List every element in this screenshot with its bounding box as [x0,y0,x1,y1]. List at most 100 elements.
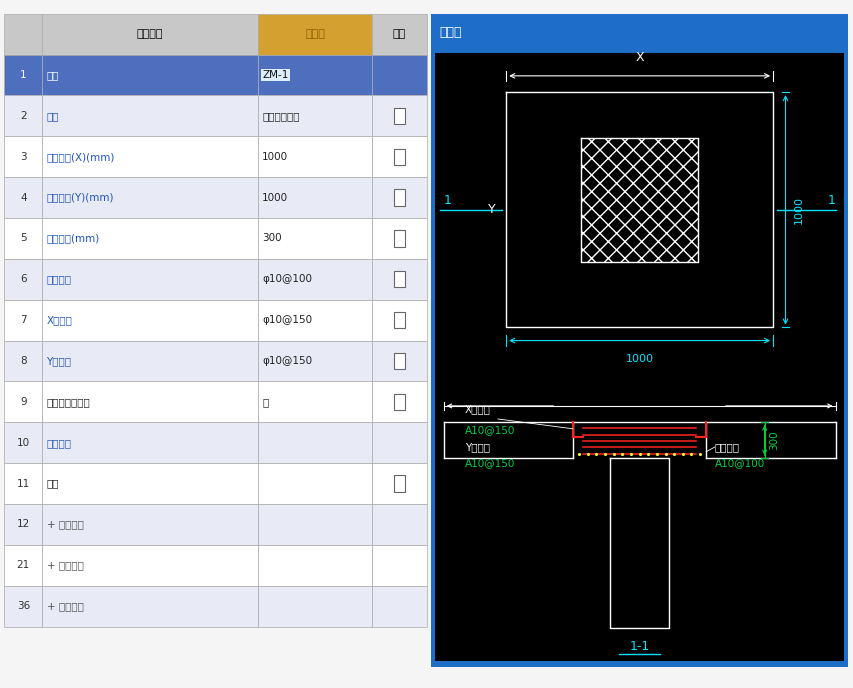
Text: 1000: 1000 [262,152,288,162]
Bar [372,14,426,54]
Bar [4,463,43,504]
Bar [43,341,258,381]
Bar [4,300,43,341]
Text: ZM-1: ZM-1 [262,70,288,80]
Text: 1: 1 [444,193,451,206]
Text: 12: 12 [17,519,30,529]
Bar [258,545,372,585]
Text: X向纵筋: X向纵筋 [46,315,73,325]
Text: 6: 6 [20,275,26,284]
Bar [394,312,404,328]
Bar [43,96,258,136]
Text: 备注: 备注 [46,479,59,488]
Text: Y向纵筋: Y向纵筋 [464,442,489,452]
Bar [258,259,372,300]
Text: + 其它属性: + 其它属性 [46,519,84,529]
Text: A10@150: A10@150 [464,425,514,436]
Text: 1-1: 1-1 [629,640,649,653]
Bar [372,259,426,300]
Bar [372,463,426,504]
Text: 3: 3 [20,152,26,162]
Bar [43,177,258,218]
Bar [372,136,426,177]
Bar [43,259,258,300]
Bar [372,177,426,218]
Bar [372,54,426,96]
Bar [258,96,372,136]
Bar [258,300,372,341]
Bar [372,422,426,463]
Bar [4,259,43,300]
Bar [431,14,847,50]
Bar [258,504,372,545]
Text: 柱帽截长(X)(mm): 柱帽截长(X)(mm) [46,152,115,162]
Text: 1: 1 [20,70,26,80]
Bar [4,96,43,136]
Text: 类型: 类型 [46,111,59,121]
Text: 1000: 1000 [625,354,653,364]
Text: 属性值: 属性值 [305,29,324,39]
Bar [4,381,43,422]
Text: 参数图: 参数图 [439,25,461,39]
Text: 属性名称: 属性名称 [136,29,163,39]
Text: 21: 21 [17,560,30,570]
Text: 名称: 名称 [46,70,59,80]
Text: 水平箍筋: 水平箍筋 [46,275,72,284]
Bar [43,218,258,259]
Text: 附加: 附加 [392,29,406,39]
Bar [258,463,372,504]
Text: 11: 11 [17,479,30,488]
Text: φ10@150: φ10@150 [262,315,312,325]
Bar [4,54,43,96]
Bar [394,230,404,246]
Bar [4,504,43,545]
Bar [372,545,426,585]
Bar [372,504,426,545]
Bar [4,422,43,463]
Bar [258,136,372,177]
Bar [258,341,372,381]
Bar [43,504,258,545]
Text: A10@150: A10@150 [464,458,514,469]
Text: 300: 300 [768,431,778,450]
Bar [258,14,372,54]
Bar [43,300,258,341]
Text: 10: 10 [17,438,30,448]
Text: 矩形托板柱帽: 矩形托板柱帽 [262,111,299,121]
Text: 7: 7 [20,315,26,325]
Text: 其它钢筋: 其它钢筋 [46,438,72,448]
Bar [258,177,372,218]
Bar [394,108,404,124]
Text: 36: 36 [17,601,30,611]
Text: X: X [635,51,643,64]
Text: 是: 是 [262,397,268,407]
Bar [258,422,372,463]
Text: X向纵筋: X向纵筋 [464,405,490,414]
Bar [43,136,258,177]
Bar [43,381,258,422]
Text: 5: 5 [20,233,26,244]
Text: Y向纵筋: Y向纵筋 [46,356,72,366]
Text: 4: 4 [20,193,26,202]
Text: A10@100: A10@100 [714,458,764,469]
Bar [372,585,426,627]
Bar [394,149,404,165]
Text: φ10@100: φ10@100 [262,275,311,284]
Bar [4,585,43,627]
Bar [581,138,697,262]
Bar [394,475,404,492]
Bar [372,381,426,422]
Text: 2: 2 [20,111,26,121]
Bar [4,14,43,54]
Bar [258,585,372,627]
Bar [372,341,426,381]
Bar [394,353,404,369]
Bar [258,54,372,96]
Text: 柱帽截宽(Y)(mm): 柱帽截宽(Y)(mm) [46,193,114,202]
Text: φ10@150: φ10@150 [262,356,312,366]
Text: + 显示样式: + 显示样式 [46,601,84,611]
Text: 柱帽高度(mm): 柱帽高度(mm) [46,233,100,244]
Bar [43,585,258,627]
Bar [4,545,43,585]
Text: Y: Y [487,204,495,216]
